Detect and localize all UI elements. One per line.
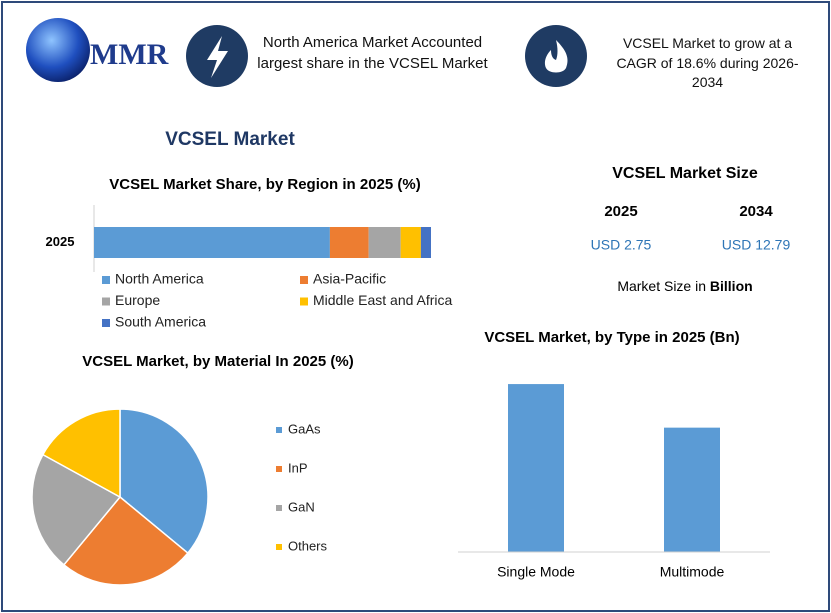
legend-label: Middle East and Africa: [313, 292, 453, 308]
legend-swatch: [276, 505, 282, 511]
legend-label: Others: [288, 538, 328, 553]
fact-1: North America Market Accounted largest s…: [257, 34, 488, 72]
legend-label: South America: [115, 314, 206, 330]
legend-swatch: [276, 544, 282, 550]
note-text: Market Size in: [617, 278, 706, 294]
main-title: VCSEL Market: [165, 129, 295, 150]
logo-text: MMR: [90, 38, 169, 71]
legend-swatch: [102, 297, 110, 306]
chart-title: VCSEL Market, by Material In 2025 (%): [82, 353, 354, 370]
chart-title: VCSEL Market, by Type in 2025 (Bn): [484, 329, 739, 346]
size-year: 2034: [739, 203, 773, 220]
pie-slice: [62, 495, 189, 586]
category-label: 2025: [46, 234, 75, 249]
size-value: USD 2.75: [591, 237, 652, 253]
pie-slice: [41, 408, 121, 499]
size-year: 2025: [604, 203, 637, 220]
legend-swatch: [102, 319, 110, 327]
pie-slice: [119, 408, 209, 555]
chart-title: VCSEL Market Share, by Region in 2025 (%…: [109, 176, 420, 193]
icon-flame-bg: [525, 25, 587, 87]
size-title: VCSEL Market Size: [612, 165, 758, 182]
bar-segment: [420, 227, 431, 258]
size-value: USD 12.79: [722, 237, 791, 253]
logo-globe: [26, 18, 90, 82]
fact-2: VCSEL Market to grow at a CAGR of 18.6% …: [616, 35, 799, 91]
legend-swatch: [276, 427, 282, 433]
legend-swatch: [300, 297, 308, 306]
bar: [508, 384, 564, 552]
legend-label: GaAs: [288, 421, 321, 436]
legend-label: Europe: [115, 292, 160, 308]
legend-swatch: [276, 466, 282, 472]
bar: [664, 427, 720, 552]
x-tick-label: Multimode: [660, 564, 725, 580]
legend-label: GaN: [288, 499, 315, 514]
bar-segment: [400, 227, 421, 258]
icon-bolt: [207, 36, 228, 78]
legend-swatch: [300, 276, 308, 284]
note-unit: Billion: [710, 278, 753, 294]
size-note: Market Size in Billion: [617, 278, 752, 294]
legend-label: North America: [115, 271, 204, 287]
legend-swatch: [102, 276, 110, 284]
bar-segment: [94, 227, 330, 258]
legend-label: Asia-Pacific: [313, 271, 386, 287]
pie-slice: [31, 453, 122, 566]
icon-flame: [544, 40, 568, 73]
legend-label: InP: [288, 460, 308, 475]
bar-segment: [329, 227, 369, 258]
x-tick-label: Single Mode: [497, 564, 575, 580]
bar-segment: [368, 227, 401, 258]
